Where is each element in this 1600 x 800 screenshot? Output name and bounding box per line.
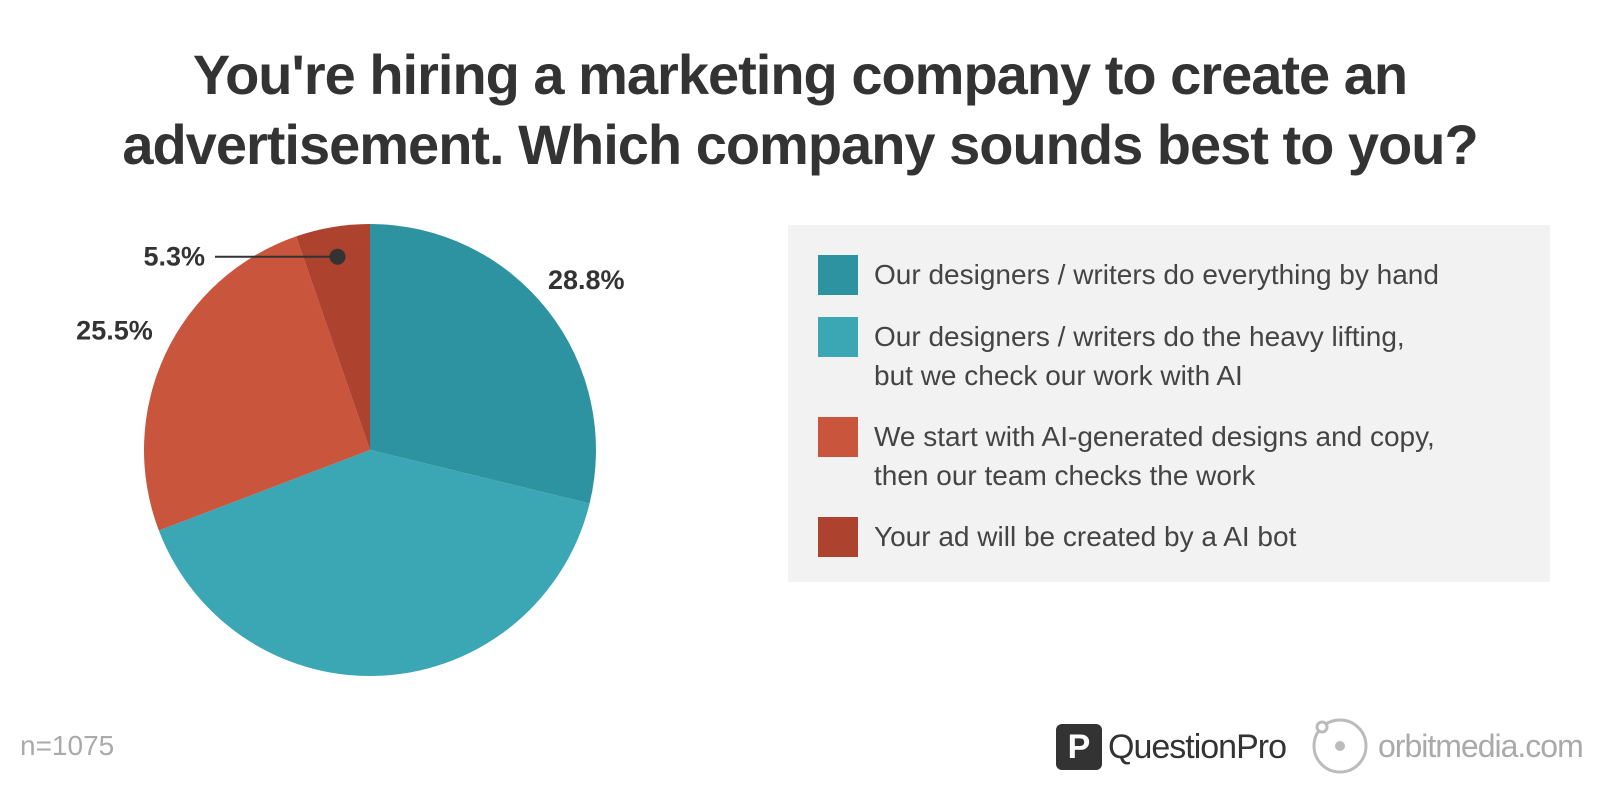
questionpro-logo: P QuestionPro — [1056, 724, 1287, 770]
legend-label: Your ad will be created by a AI bot — [874, 521, 1297, 552]
orbit-icon — [1312, 718, 1368, 774]
orbitmedia-logo: orbitmedia.com — [1310, 716, 1584, 776]
legend-label: Our designers / writers do everything by… — [874, 259, 1439, 290]
legend-item-3: We start with AI-generated designs and c… — [818, 417, 1550, 495]
legend-swatch — [818, 255, 858, 295]
sample-size-note: n=1075 — [20, 730, 115, 761]
pie-chart: 28.8%40.4%25.5%5.3% — [76, 224, 625, 676]
legend-item-1: Our designers / writers do everything by… — [818, 255, 1550, 295]
legend-swatch — [818, 417, 858, 457]
legend-item-2: Our designers / writers do the heavy lif… — [818, 317, 1550, 395]
pie-slice-3 — [144, 236, 370, 531]
chart-title: You're hiring a marketing company to cre… — [0, 40, 1600, 180]
leader-dot — [329, 248, 346, 265]
chart-title-line-2: advertisement. Which company sounds best… — [122, 113, 1478, 176]
chart-title-line-1: You're hiring a marketing company to cre… — [192, 43, 1408, 106]
legend: Our designers / writers do everything by… — [788, 225, 1550, 582]
orbitmedia-logo-text: orbitmedia.com — [1378, 727, 1584, 764]
legend-label: Our designers / writers do the heavy lif… — [874, 321, 1405, 391]
questionpro-logo-mark: P — [1056, 724, 1102, 770]
pie-slice-4 — [296, 224, 370, 450]
slice-label-4: 5.3% — [143, 242, 205, 272]
legend-item-4: Your ad will be created by a AI bot — [818, 517, 1550, 557]
slice-label-3: 25.5% — [76, 316, 153, 346]
slice-label-1: 28.8% — [548, 265, 625, 295]
legend-swatch — [818, 317, 858, 357]
pie-slice-2 — [158, 450, 590, 676]
questionpro-logo-text: QuestionPro — [1108, 727, 1287, 766]
pie-slice-1 — [370, 224, 596, 504]
legend-label: We start with AI-generated designs and c… — [874, 421, 1435, 491]
legend-swatch — [818, 517, 858, 557]
